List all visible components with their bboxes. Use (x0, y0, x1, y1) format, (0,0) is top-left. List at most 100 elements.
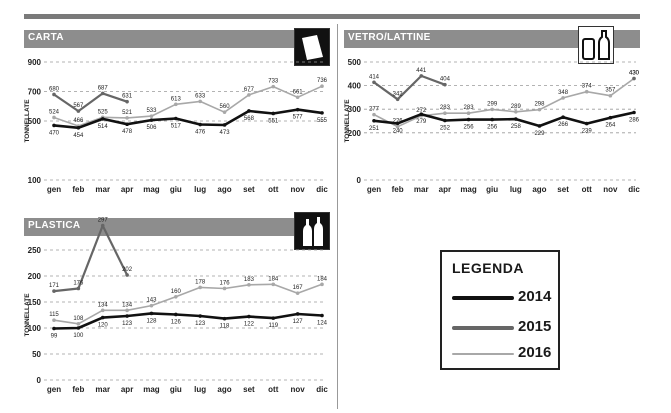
x-tick-label: feb (72, 185, 84, 194)
y-tick-label: 200 (28, 272, 42, 281)
y-tick-label: 200 (348, 129, 362, 138)
x-tick-label: nov (291, 185, 306, 194)
x-tick-label: lug (194, 185, 206, 194)
data-label-2015: 171 (49, 283, 60, 289)
data-point-2015 (52, 92, 56, 97)
legend-label: 2014 (518, 288, 552, 305)
data-point-2014 (174, 312, 178, 317)
data-label-2014: 122 (244, 322, 255, 328)
data-label-2016: 525 (98, 109, 109, 115)
data-label-2014: 123 (122, 321, 133, 327)
data-label-2016: 283 (440, 105, 451, 111)
x-tick-label: set (243, 185, 255, 194)
data-label-2014: 252 (440, 126, 451, 132)
chart-title-band: VETRO/LATTINE (344, 30, 640, 48)
x-tick-label: ott (268, 185, 279, 194)
data-label-2014: 118 (220, 324, 230, 330)
chart-panel-carta: CARTA 100 500 700 900 TONNELLATE gen feb mar apr… (24, 28, 334, 194)
x-tick-label: lug (194, 385, 206, 394)
x-tick-label: gen (367, 185, 381, 194)
data-label-2014: 279 (416, 119, 427, 125)
legend-swatch (452, 353, 514, 355)
x-tick-label: dic (316, 385, 328, 394)
data-point-2014 (125, 314, 129, 318)
x-tick-label: mag (143, 185, 160, 194)
data-point-2015 (419, 74, 424, 78)
data-point-2015 (125, 99, 129, 104)
y-tick-label: 500 (28, 117, 42, 126)
data-label-2015: 342 (393, 91, 404, 97)
x-tick-label: mag (460, 185, 477, 194)
series-line-2015 (52, 92, 129, 113)
data-point-2016 (222, 110, 227, 114)
y-tick-label: 100 (28, 324, 42, 333)
data-label-2016: 736 (317, 78, 328, 84)
data-point-2015 (443, 82, 447, 87)
data-label-2016: 633 (195, 93, 206, 99)
data-label-2014: 124 (317, 321, 328, 327)
data-label-2014: 454 (73, 133, 84, 139)
series-line-2016 (53, 283, 323, 325)
legend-label: 2016 (518, 344, 552, 361)
series-line-2014 (52, 108, 324, 130)
data-point-2014 (247, 314, 251, 319)
chart-vetro-lattine: 0 200 300 400 500 TONNELLATE gen feb mar apr mag gi… (344, 58, 640, 194)
data-label-2014: 251 (369, 126, 380, 132)
data-label-2014: 517 (171, 123, 182, 129)
data-label-2014: 470 (49, 130, 60, 136)
legend: LEGENDA 2014 2015 2016 (440, 250, 560, 370)
data-point-2016 (52, 115, 56, 120)
chart-title-band: PLASTICA (24, 218, 306, 236)
x-tick-label: feb (392, 185, 404, 194)
data-label-2014: 256 (464, 125, 475, 131)
data-point-2014 (76, 326, 81, 330)
data-label-2015: 430 (629, 71, 640, 77)
chart-title-band: CARTA (24, 30, 299, 48)
data-point-2014 (100, 117, 105, 121)
y-tick-label: 500 (348, 58, 362, 67)
data-point-2016 (247, 93, 251, 97)
x-tick-label: mar (95, 385, 110, 394)
x-tick-label: lug (510, 185, 522, 194)
data-point-2016 (100, 308, 105, 313)
x-tick-label: gen (47, 385, 61, 394)
data-label-2016: 183 (244, 277, 255, 283)
data-label-2014: 240 (393, 128, 404, 134)
x-tick-label: ago (532, 185, 546, 194)
data-point-2016 (52, 318, 56, 322)
bottles-icon (294, 212, 330, 250)
data-point-2014 (320, 111, 324, 115)
data-label-2016: 613 (171, 96, 182, 102)
data-point-2016 (395, 124, 400, 129)
data-label-2014: 128 (146, 318, 157, 324)
data-label-2014: 476 (195, 130, 206, 136)
y-tick-label: 300 (348, 105, 362, 114)
series-line-2016 (373, 77, 635, 128)
y-tick-label: 0 (37, 376, 42, 385)
data-point-2016 (76, 322, 81, 326)
series-line-2015 (52, 224, 129, 293)
data-label-2016: 143 (146, 298, 157, 304)
x-tick-label: giu (170, 185, 182, 194)
series-line-2014 (52, 312, 324, 330)
series-line-2015 (372, 74, 447, 101)
data-point-2016 (198, 285, 202, 290)
chart-title: VETRO/LATTINE (348, 32, 431, 43)
y-tick-label: 150 (28, 298, 42, 307)
data-point-2016 (247, 283, 251, 287)
data-point-2014 (271, 316, 276, 320)
data-point-2015 (372, 80, 376, 85)
x-tick-label: ott (268, 385, 279, 394)
bottle-can-icon (578, 26, 614, 64)
data-point-2016 (295, 291, 300, 295)
data-label-2014: 126 (171, 319, 182, 325)
data-point-2015 (76, 109, 81, 113)
data-point-2015 (395, 97, 400, 102)
data-point-2014 (149, 118, 154, 122)
data-label-2015: 441 (416, 68, 427, 74)
data-label-2016: 134 (122, 302, 133, 308)
x-tick-label: mar (414, 185, 429, 194)
x-tick-label: ago (217, 185, 231, 194)
data-label-2015: 631 (122, 94, 133, 100)
data-point-2016 (174, 102, 178, 107)
